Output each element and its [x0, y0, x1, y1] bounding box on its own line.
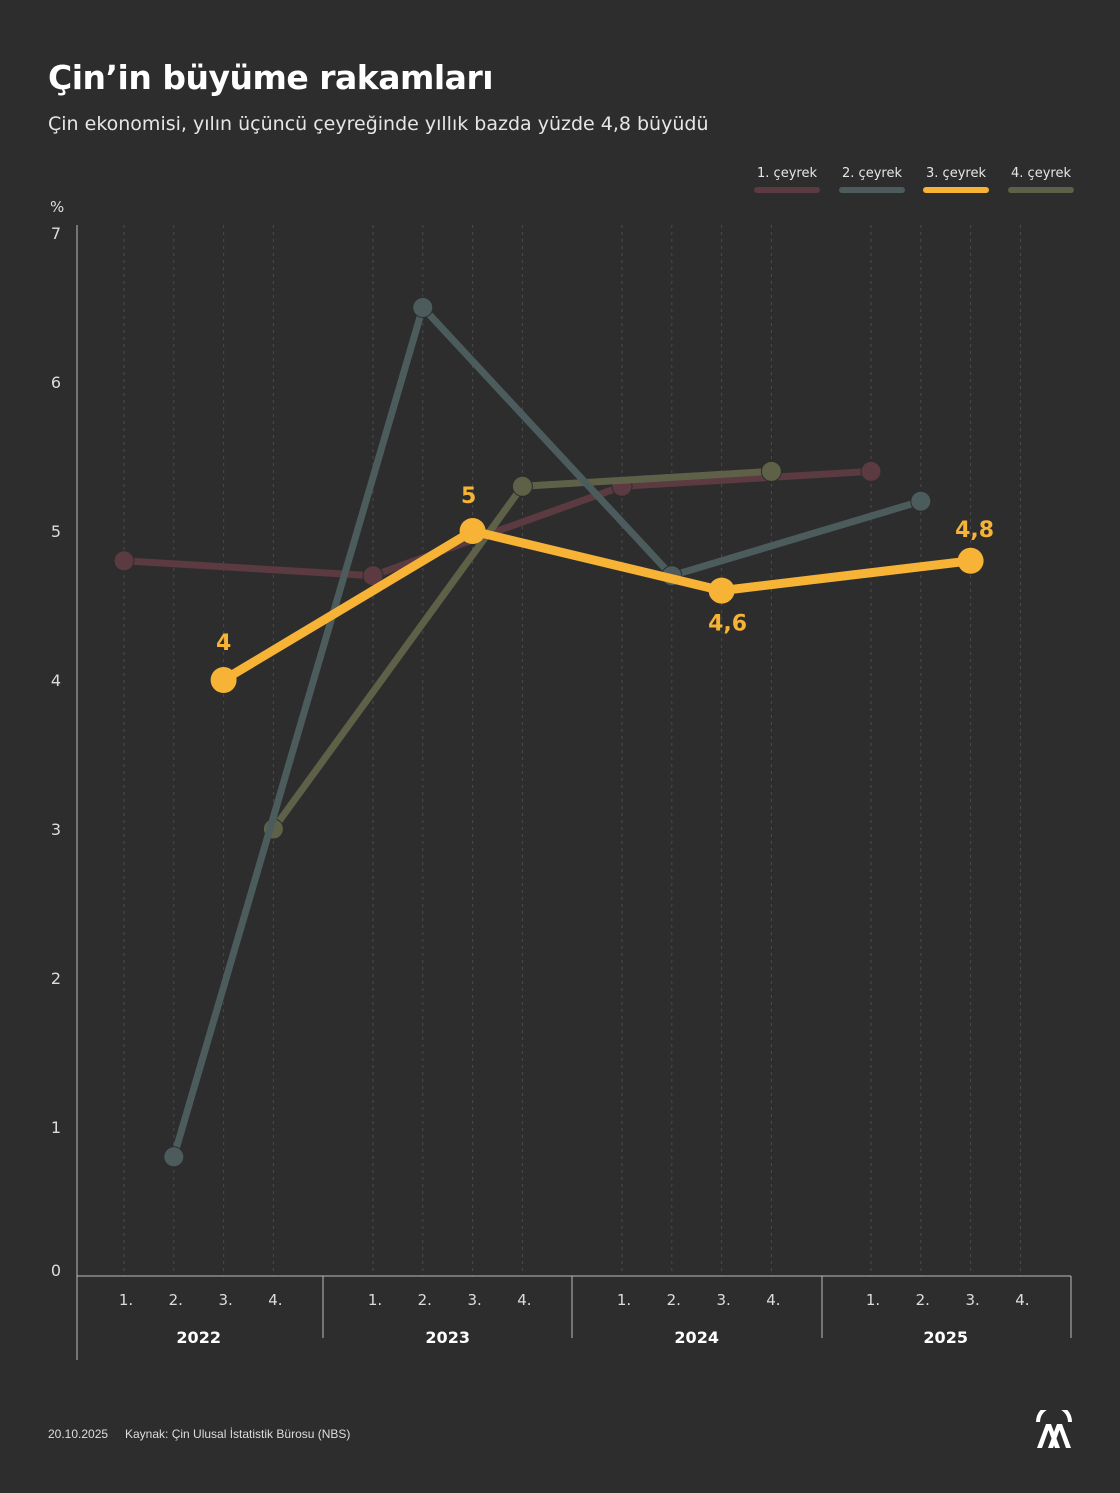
y-tick-label: 6: [51, 373, 61, 392]
data-point-q3: [210, 667, 237, 693]
legend-swatch: [1008, 187, 1074, 193]
data-label: 4,8: [955, 518, 994, 543]
legend-swatch: [754, 187, 820, 193]
data-point-q4: [760, 460, 782, 482]
legend-swatch: [923, 187, 989, 193]
x-tick-label: 4.: [1015, 1291, 1029, 1309]
series-line-q2: [170, 304, 925, 1161]
x-tick-label: 1.: [866, 1291, 880, 1309]
x-tick-label: 3.: [716, 1291, 730, 1309]
data-point-q1: [113, 550, 135, 572]
year-label: 2023: [425, 1328, 470, 1347]
aa-logo-icon: [1036, 1410, 1072, 1448]
data-point-q2: [412, 297, 434, 318]
legend-item-q1: 1. çeyrek: [754, 166, 820, 193]
x-tick-label: 1.: [119, 1291, 133, 1309]
data-label: 5: [461, 484, 476, 509]
y-tick-label: 2: [51, 969, 61, 988]
x-tick-label: 4.: [517, 1291, 531, 1309]
legend-item-q4: 4. çeyrek: [1008, 166, 1074, 193]
y-tick-label: 5: [51, 522, 61, 541]
x-tick-label: 1.: [617, 1291, 631, 1309]
data-point-q2: [163, 1146, 185, 1168]
series-line-q3: [219, 526, 976, 685]
x-tick-label: 3.: [467, 1291, 481, 1309]
x-tick-label: 2.: [667, 1291, 681, 1309]
data-point-q3: [459, 518, 486, 544]
legend-item-q2: 2. çeyrek: [839, 166, 905, 193]
legend-label: 3. çeyrek: [926, 166, 986, 181]
x-tick-label: 3.: [965, 1291, 979, 1309]
y-tick-label: 1: [51, 1118, 61, 1137]
year-label: 2022: [176, 1328, 221, 1347]
legend-item-q3: 3. çeyrek: [923, 166, 989, 193]
footer-source: Kaynak: Çin Ulusal İstatistik Bürosu (NB…: [125, 1427, 351, 1441]
y-tick-label: 4: [51, 671, 61, 690]
data-point-q3: [957, 547, 984, 574]
data-point-q1: [860, 460, 882, 482]
year-label: 2025: [923, 1328, 968, 1347]
x-tick-label: 2.: [169, 1291, 183, 1309]
x-tick-label: 1.: [368, 1291, 382, 1309]
chart-title: Çin’in büyüme rakamları: [48, 58, 494, 97]
legend-swatch: [839, 187, 905, 193]
legend-label: 4. çeyrek: [1011, 166, 1071, 181]
data-point-q4: [511, 475, 533, 497]
y-tick-label: 3: [51, 820, 61, 839]
legend-label: 1. çeyrek: [757, 166, 817, 181]
y-tick-label: 7: [51, 224, 61, 243]
chart-subtitle: Çin ekonomisi, yılın üçüncü çeyreğinde y…: [48, 113, 709, 135]
data-label: 4,6: [708, 612, 747, 637]
x-tick-label: 3.: [218, 1291, 232, 1309]
y-axis-label: %: [50, 198, 64, 216]
data-label: 4: [216, 631, 231, 656]
x-tick-label: 2.: [916, 1291, 930, 1309]
data-point-q2: [910, 490, 932, 512]
footer-date: 20.10.2025: [48, 1427, 109, 1441]
year-label: 2024: [674, 1328, 719, 1347]
data-point-q3: [708, 577, 735, 604]
y-tick-label: 0: [51, 1261, 61, 1280]
legend-label: 2. çeyrek: [842, 166, 902, 181]
series-line-q1: [120, 467, 875, 580]
x-tick-label: 4.: [766, 1291, 780, 1309]
x-tick-label: 2.: [418, 1291, 432, 1309]
x-tick-label: 4.: [268, 1291, 282, 1309]
